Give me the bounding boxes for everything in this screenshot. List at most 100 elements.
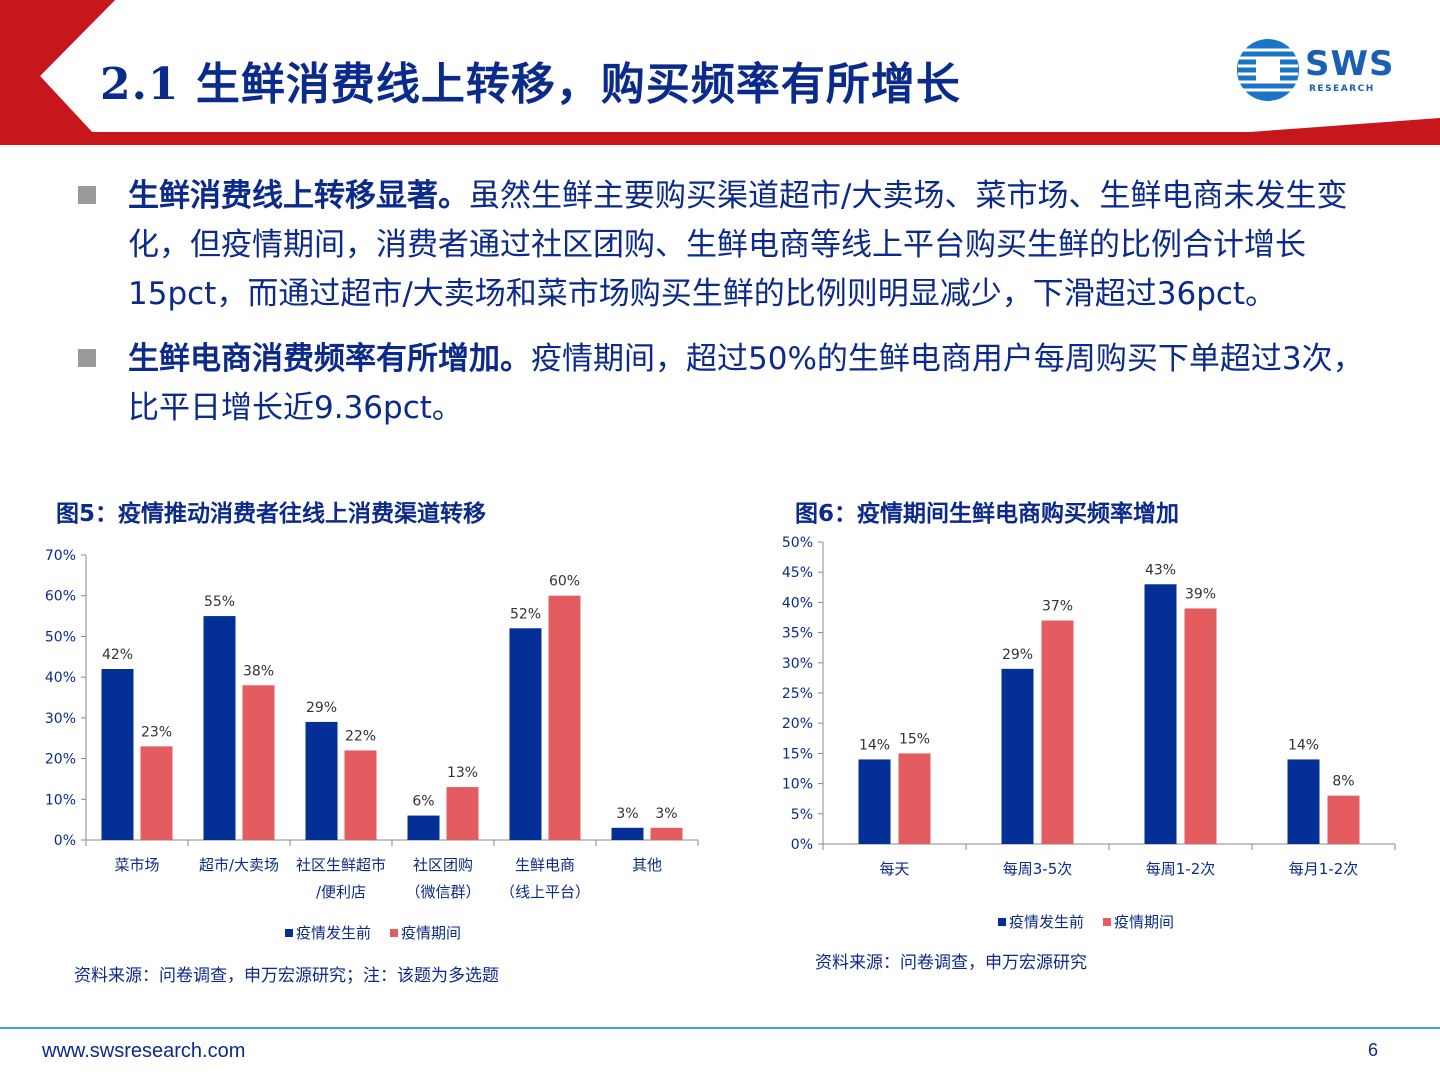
page-title: 2.1 生鲜消费线上转移，购买频率有所增长 bbox=[100, 59, 961, 110]
data-label: 29% bbox=[306, 700, 337, 716]
data-label: 23% bbox=[141, 724, 172, 740]
data-label: 14% bbox=[1288, 737, 1319, 753]
data-label: 14% bbox=[859, 737, 890, 753]
bullet-text: 疫情期间，超过50%的生鲜电商用户每周购买下单超过3次，比平日增长近9.36pc… bbox=[128, 341, 1364, 426]
x-tick-label: （微信群） bbox=[405, 883, 480, 901]
data-label: 55% bbox=[204, 594, 235, 610]
bar bbox=[242, 685, 275, 840]
y-tick-label: 10% bbox=[782, 777, 813, 793]
data-label: 22% bbox=[345, 728, 376, 744]
y-tick-label: 20% bbox=[782, 716, 813, 732]
y-tick-label: 25% bbox=[782, 686, 813, 702]
y-tick-label: 15% bbox=[782, 746, 813, 762]
footer-divider bbox=[0, 1027, 1440, 1029]
bullet-item: 生鲜消费线上转移显著。虽然生鲜主要购买渠道超市/大卖场、菜市场、生鲜电商未发生变… bbox=[78, 172, 1388, 319]
bar bbox=[858, 759, 891, 844]
x-tick-label: 社区团购 bbox=[413, 856, 473, 874]
data-label: 37% bbox=[1042, 599, 1073, 615]
x-tick-label: 每周1-2次 bbox=[1146, 860, 1216, 878]
data-label: 3% bbox=[655, 806, 677, 822]
bullet-heading: 生鲜电商消费频率有所增加。 bbox=[128, 341, 531, 377]
bar bbox=[650, 827, 683, 840]
legend-entry: 疫情期间 bbox=[401, 924, 461, 942]
legend-entry: 疫情发生前 bbox=[1009, 913, 1084, 931]
bullet-text: 虽然生鲜主要购买渠道超市/大卖场、菜市场、生鲜电商未发生变化，但疫情期间，消费者… bbox=[128, 178, 1348, 312]
page-number: 6 bbox=[1368, 1040, 1379, 1060]
bar bbox=[548, 595, 581, 840]
data-label: 6% bbox=[412, 794, 434, 810]
data-label: 42% bbox=[102, 647, 133, 663]
bar bbox=[344, 750, 377, 840]
figure-5-chart: 0% 10% 20% 30% 40% 50% 60% 70% 42% 23% 菜市场 55% 38% 超市… bbox=[45, 548, 699, 942]
data-label: 8% bbox=[1332, 774, 1354, 790]
y-tick-label: 40% bbox=[782, 595, 813, 611]
figure-5-source: 资料来源：问卷调查，申万宏源研究；注：该题为多选题 bbox=[74, 966, 499, 986]
data-label: 29% bbox=[1002, 647, 1033, 663]
x-tick-label: （线上平台） bbox=[500, 883, 590, 901]
bullet-heading: 生鲜消费线上转移显著。 bbox=[128, 178, 469, 214]
data-label: 3% bbox=[616, 806, 638, 822]
data-label: 13% bbox=[447, 765, 478, 781]
legend-swatch bbox=[390, 929, 398, 937]
y-tick-label: 30% bbox=[782, 656, 813, 672]
bullet-square-icon bbox=[78, 186, 96, 204]
legend-entry: 疫情发生前 bbox=[296, 924, 371, 942]
y-tick-label: 50% bbox=[782, 535, 813, 551]
bar bbox=[446, 787, 479, 840]
bar bbox=[140, 746, 173, 840]
x-tick-label: 超市/大卖场 bbox=[199, 856, 279, 874]
data-label: 43% bbox=[1145, 562, 1176, 578]
bar bbox=[611, 827, 644, 840]
data-label: 39% bbox=[1185, 586, 1216, 602]
header-banner bbox=[0, 0, 1440, 145]
x-tick-label: 菜市场 bbox=[114, 856, 159, 874]
bar bbox=[203, 616, 236, 840]
bar bbox=[305, 721, 338, 840]
y-tick-label: 0% bbox=[54, 833, 76, 849]
data-label: 38% bbox=[243, 663, 274, 679]
legend-entry: 疫情期间 bbox=[1114, 913, 1174, 931]
figure-6-title: 图6：疫情期间生鲜电商购买频率增加 bbox=[795, 501, 1180, 527]
bar bbox=[1001, 668, 1034, 844]
bullet-list: 生鲜消费线上转移显著。虽然生鲜主要购买渠道超市/大卖场、菜市场、生鲜电商未发生变… bbox=[78, 172, 1388, 449]
footer-url: www.swsresearch.com bbox=[42, 1040, 246, 1062]
bar bbox=[1041, 620, 1074, 844]
y-tick-label: 35% bbox=[782, 626, 813, 642]
figure-5-title: 图5：疫情推动消费者往线上消费渠道转移 bbox=[56, 501, 487, 527]
x-tick-label: 每月1-2次 bbox=[1289, 860, 1359, 878]
y-tick-label: 50% bbox=[45, 629, 76, 645]
logo-text: SWS bbox=[1305, 44, 1395, 84]
bar bbox=[1327, 795, 1360, 844]
data-label: 15% bbox=[899, 731, 930, 747]
data-label: 52% bbox=[510, 606, 541, 622]
bar bbox=[407, 815, 440, 840]
bar bbox=[1144, 584, 1177, 844]
legend-swatch bbox=[1103, 918, 1111, 926]
y-tick-label: 30% bbox=[45, 711, 76, 727]
bar bbox=[509, 628, 542, 840]
x-tick-label: 生鲜电商 bbox=[515, 856, 575, 874]
y-tick-label: 5% bbox=[791, 807, 813, 823]
x-tick-label: 每天 bbox=[879, 860, 909, 878]
logo-subtext: RESEARCH bbox=[1309, 84, 1375, 94]
x-tick-label: 其他 bbox=[632, 856, 662, 874]
bar bbox=[1184, 608, 1217, 844]
y-tick-label: 70% bbox=[45, 548, 76, 564]
y-tick-label: 45% bbox=[782, 565, 813, 581]
x-tick-label: 每周3-5次 bbox=[1003, 860, 1073, 878]
figure-6-source: 资料来源：问卷调查，申万宏源研究 bbox=[815, 953, 1087, 973]
data-label: 60% bbox=[549, 574, 580, 590]
bullet-square-icon bbox=[78, 349, 96, 367]
bar bbox=[898, 753, 931, 844]
sws-logo-icon bbox=[1237, 39, 1299, 101]
bar bbox=[1287, 759, 1320, 844]
legend-swatch bbox=[998, 918, 1006, 926]
y-tick-label: 20% bbox=[45, 752, 76, 768]
x-tick-label: /便利店 bbox=[316, 883, 366, 901]
x-tick-label: 社区生鲜超市 bbox=[296, 856, 386, 874]
y-tick-label: 60% bbox=[45, 589, 76, 605]
y-tick-label: 40% bbox=[45, 670, 76, 686]
legend-swatch bbox=[285, 929, 293, 937]
y-tick-label: 10% bbox=[45, 792, 76, 808]
figure-6-chart: 0% 5% 10% 15% 20% 25% 30% 35% 40% 45% 50% 14% 15% 每天 2… bbox=[782, 535, 1396, 931]
